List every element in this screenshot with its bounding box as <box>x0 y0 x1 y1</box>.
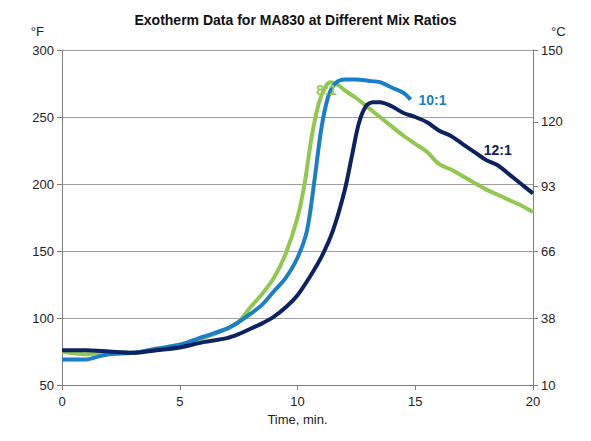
svg-text:38: 38 <box>541 311 555 326</box>
svg-text:10: 10 <box>290 394 304 409</box>
svg-text:10: 10 <box>541 378 555 393</box>
svg-text:Exotherm Data for MA830 at Dif: Exotherm Data for MA830 at Different Mix… <box>134 12 456 28</box>
svg-text:8:1: 8:1 <box>316 82 336 98</box>
svg-text:93: 93 <box>541 179 555 194</box>
svg-text:0: 0 <box>58 394 65 409</box>
svg-text:Time, min.: Time, min. <box>267 412 327 427</box>
svg-text:66: 66 <box>541 244 555 259</box>
svg-text:10:1: 10:1 <box>419 92 447 108</box>
svg-text:150: 150 <box>541 43 563 58</box>
svg-text:°F: °F <box>31 24 44 39</box>
svg-text:120: 120 <box>541 114 563 129</box>
svg-text:50: 50 <box>40 378 54 393</box>
svg-text:15: 15 <box>408 394 422 409</box>
svg-text:300: 300 <box>32 43 54 58</box>
svg-text:20: 20 <box>526 394 540 409</box>
svg-text:5: 5 <box>176 394 183 409</box>
svg-text:°C: °C <box>551 24 566 39</box>
svg-text:12:1: 12:1 <box>484 142 512 158</box>
svg-text:250: 250 <box>32 110 54 125</box>
svg-text:150: 150 <box>32 244 54 259</box>
svg-text:100: 100 <box>32 311 54 326</box>
svg-text:200: 200 <box>32 177 54 192</box>
